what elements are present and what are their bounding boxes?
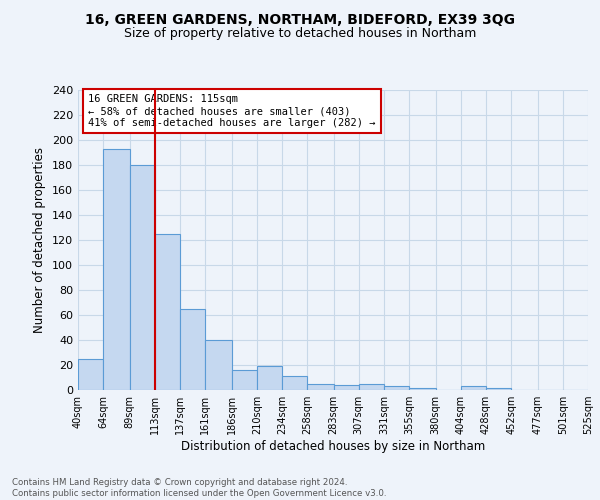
Bar <box>232 370 257 390</box>
Bar <box>155 234 180 390</box>
X-axis label: Distribution of detached houses by size in Northam: Distribution of detached houses by size … <box>181 440 485 453</box>
Bar <box>78 359 103 390</box>
Bar <box>205 340 232 390</box>
Bar <box>307 384 334 390</box>
Bar <box>486 388 511 390</box>
Bar <box>282 376 307 390</box>
Bar <box>103 149 130 390</box>
Text: 16, GREEN GARDENS, NORTHAM, BIDEFORD, EX39 3QG: 16, GREEN GARDENS, NORTHAM, BIDEFORD, EX… <box>85 12 515 26</box>
Bar <box>257 366 282 390</box>
Text: 16 GREEN GARDENS: 115sqm
← 58% of detached houses are smaller (403)
41% of semi-: 16 GREEN GARDENS: 115sqm ← 58% of detach… <box>88 94 376 128</box>
Bar <box>130 165 155 390</box>
Bar <box>334 385 359 390</box>
Text: Size of property relative to detached houses in Northam: Size of property relative to detached ho… <box>124 28 476 40</box>
Bar <box>409 388 436 390</box>
Bar <box>461 386 486 390</box>
Bar <box>384 386 409 390</box>
Bar <box>359 384 384 390</box>
Text: Contains HM Land Registry data © Crown copyright and database right 2024.
Contai: Contains HM Land Registry data © Crown c… <box>12 478 386 498</box>
Y-axis label: Number of detached properties: Number of detached properties <box>34 147 46 333</box>
Bar <box>180 308 205 390</box>
